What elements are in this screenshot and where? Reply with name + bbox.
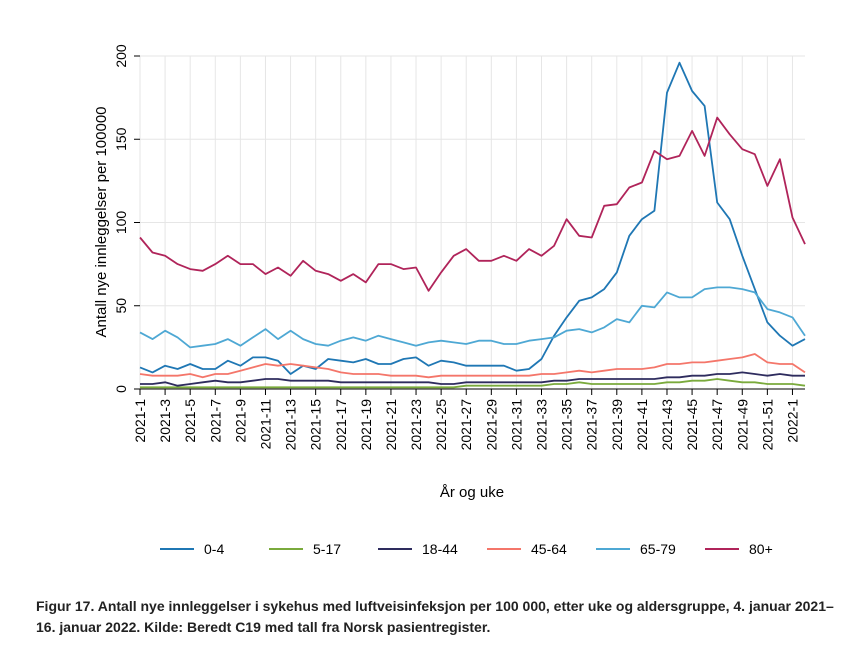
legend-label-65-79: 65-79 bbox=[640, 541, 676, 557]
y-axis-ticks: 0 50 100 150 200 bbox=[113, 44, 140, 393]
x-tick-label: 2021-9 bbox=[232, 399, 248, 443]
legend-label-80+: 80+ bbox=[749, 541, 773, 557]
x-tick-label: 2021-23 bbox=[408, 399, 424, 451]
series-line-45-64 bbox=[139, 353, 806, 379]
x-tick-label: 2021-27 bbox=[458, 399, 474, 451]
legend-label-45-64: 45-64 bbox=[531, 541, 567, 557]
x-tick-label: 2021-43 bbox=[659, 399, 675, 451]
x-tick-label: 2021-35 bbox=[559, 399, 575, 451]
x-tick-label: 2021-13 bbox=[283, 399, 299, 451]
x-tick-label: 2021-19 bbox=[358, 399, 374, 451]
y-tick-label: 100 bbox=[113, 211, 129, 235]
x-axis-title: År og uke bbox=[440, 484, 504, 501]
x-tick-label: 2021-7 bbox=[207, 399, 223, 443]
x-tick-label: 2021-51 bbox=[759, 399, 775, 451]
legend-label-0-4: 0-4 bbox=[204, 541, 224, 557]
y-tick-label: 50 bbox=[113, 298, 129, 314]
x-tick-label: 2021-29 bbox=[483, 399, 499, 451]
x-tick-label: 2022-1 bbox=[784, 399, 800, 443]
x-tick-label: 2021-31 bbox=[508, 399, 524, 451]
series-line-5-17 bbox=[140, 378, 806, 389]
legend-label-18-44: 18-44 bbox=[422, 541, 458, 557]
x-tick-label: 2021-33 bbox=[534, 399, 550, 451]
series-line-0-4 bbox=[139, 61, 806, 375]
figure-caption: Figur 17. Antall nye innleggelser i syke… bbox=[36, 598, 834, 635]
x-axis-ticks: 2021-1 2021-3 2021-5 2021-7 2021-9 2021-11 202… bbox=[132, 389, 800, 450]
x-tick-label: 2021-5 bbox=[182, 399, 198, 443]
series-line-65-79 bbox=[139, 286, 806, 349]
y-tick-label: 0 bbox=[113, 385, 129, 393]
x-tick-label: 2021-3 bbox=[157, 399, 173, 443]
legend-label-5-17: 5-17 bbox=[313, 541, 341, 557]
x-tick-label: 2021-15 bbox=[308, 399, 324, 451]
series-line-18-44 bbox=[140, 371, 805, 387]
x-tick-label: 2021-11 bbox=[257, 399, 273, 450]
x-tick-label: 2021-17 bbox=[333, 399, 349, 451]
x-tick-label: 2021-25 bbox=[433, 399, 449, 451]
x-tick-label: 2021-47 bbox=[709, 399, 725, 451]
y-tick-label: 200 bbox=[113, 44, 129, 68]
x-tick-label: 2021-37 bbox=[584, 399, 600, 451]
grid-lines bbox=[139, 55, 805, 389]
x-tick-label: 2021-49 bbox=[734, 399, 750, 451]
x-tick-label: 2021-45 bbox=[684, 399, 700, 451]
x-tick-label: 2021-39 bbox=[609, 399, 625, 451]
y-axis-title: Antall nye innleggelser per 100000 bbox=[93, 107, 110, 338]
series-lines bbox=[139, 61, 806, 389]
series-line-80+ bbox=[139, 116, 806, 292]
x-tick-label: 2021-41 bbox=[634, 399, 650, 451]
x-tick-label: 2021-21 bbox=[383, 399, 399, 451]
x-tick-label: 2021-1 bbox=[132, 399, 148, 443]
y-tick-label: 150 bbox=[113, 127, 129, 151]
legend: 0-4 5-17 18-44 45-64 65-79 80+ bbox=[160, 541, 773, 557]
